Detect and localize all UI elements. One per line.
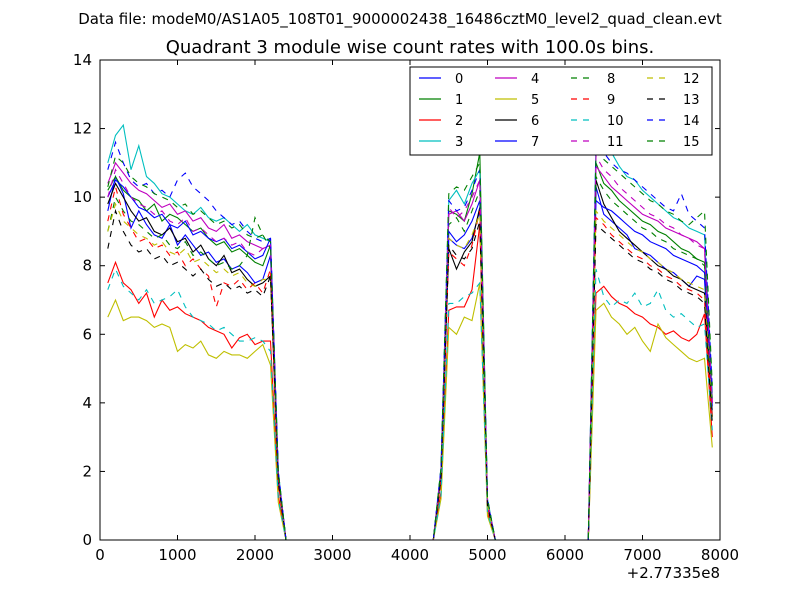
y-tick-label: 8 <box>82 257 92 275</box>
x-tick-label: 2000 <box>236 546 274 564</box>
series-line-5 <box>107 282 713 540</box>
x-tick-label: 7000 <box>623 546 661 564</box>
x-offset-label: +2.77335e8 <box>627 564 720 582</box>
x-tick-label: 4000 <box>391 546 429 564</box>
series-line-7 <box>107 179 713 540</box>
axis-ticks: 0 1000 2000 3000 4000 5000 6000 7000 80000246810… <box>73 51 739 564</box>
legend-label-13: 13 <box>683 93 700 108</box>
y-tick-label: 12 <box>73 120 92 138</box>
x-tick-label: 0 <box>95 546 105 564</box>
legend-label-0: 0 <box>455 72 463 87</box>
legend-label-10: 10 <box>607 114 624 129</box>
figure-suptitle: Data file: modeM0/AS1A05_108T01_90000024… <box>78 10 722 29</box>
legend-label-4: 4 <box>531 72 539 87</box>
legend-label-12: 12 <box>683 72 700 87</box>
x-tick-label: 8000 <box>701 546 739 564</box>
legend-label-6: 6 <box>531 114 539 129</box>
series-line-14 <box>107 140 713 540</box>
x-tick-label: 3000 <box>313 546 351 564</box>
legend-label-15: 15 <box>683 135 700 150</box>
series-line-9 <box>107 186 713 540</box>
legend-label-9: 9 <box>607 93 615 108</box>
series-line-4 <box>107 161 713 540</box>
legend-label-14: 14 <box>683 114 700 129</box>
y-tick-label: 4 <box>82 394 92 412</box>
legend-label-8: 8 <box>607 72 615 87</box>
chart-title: Quadrant 3 module wise count rates with … <box>166 37 655 58</box>
series-line-0 <box>107 174 713 540</box>
y-tick-label: 2 <box>82 462 92 480</box>
x-tick-label: 6000 <box>546 546 584 564</box>
series-line-2 <box>107 224 713 540</box>
legend-label-2: 2 <box>455 114 463 129</box>
y-tick-label: 10 <box>73 188 92 206</box>
legend-frame <box>409 66 713 156</box>
legend-label-5: 5 <box>531 93 539 108</box>
y-tick-label: 6 <box>82 325 92 343</box>
y-tick-label: 0 <box>82 531 92 549</box>
series-line-12 <box>107 202 713 540</box>
series-line-6 <box>107 179 713 540</box>
y-tick-label: 14 <box>73 51 92 69</box>
legend-label-1: 1 <box>455 93 463 108</box>
legend-label-7: 7 <box>531 135 539 150</box>
legend-label-11: 11 <box>607 135 624 150</box>
x-tick-label: 1000 <box>158 546 196 564</box>
legend-label-3: 3 <box>455 135 463 150</box>
x-tick-label: 5000 <box>468 546 506 564</box>
series-line-13 <box>107 208 713 540</box>
